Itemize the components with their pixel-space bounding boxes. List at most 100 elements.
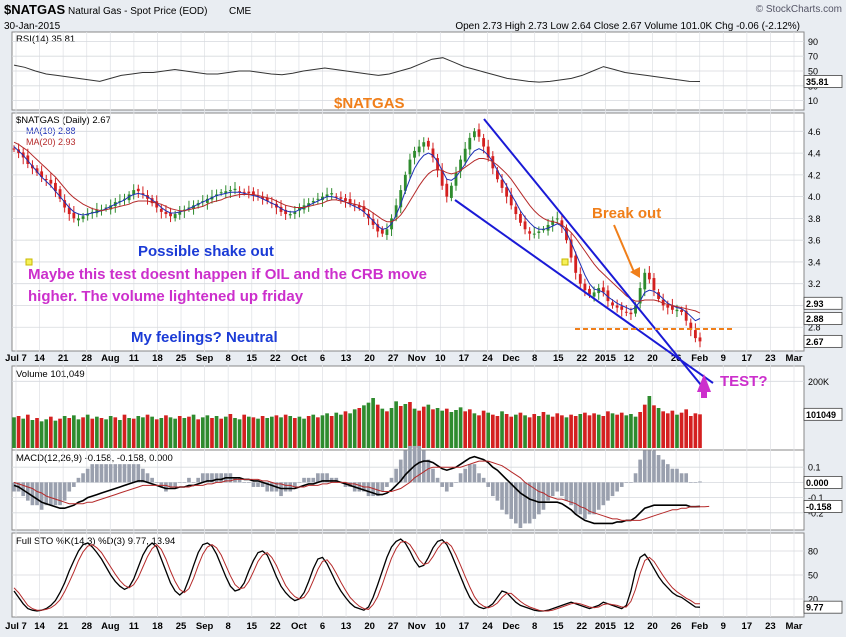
volume-bar [463,411,468,448]
volume-bar [339,414,343,448]
volume-bar [293,418,297,448]
price-bar [385,229,389,235]
macd-histogram-bar [679,473,684,483]
x-tick-label: Mar [786,353,803,364]
price-bar [100,209,103,211]
x-tick-label: 2015 [595,353,617,364]
price-bar [247,191,251,194]
volume-bar [251,417,256,448]
volume-bar [606,411,610,448]
macd-histogram-bar [200,473,205,483]
x-tick-label: Mar [786,621,803,632]
rsi-line [13,57,701,83]
macd-histogram-bar [454,482,458,483]
macd-histogram-bar [495,482,500,501]
price-bar [362,206,366,212]
macd-histogram-bar [477,473,481,483]
rsi-tick: 70 [808,52,818,62]
price-bar [298,207,301,211]
volume-bar [150,416,154,448]
x-tick-label: Dec [502,621,519,632]
macd-histogram-bar [265,482,270,492]
macd-histogram-bar [500,482,504,510]
price-bar [560,220,564,228]
price-bar [35,168,39,173]
macd-histogram-bar [573,482,578,515]
x-tick-label: 26 [671,621,682,632]
volume-bar [421,406,426,448]
price-bar [353,204,357,206]
x-tick-label: 21 [58,353,69,364]
volume-bar [325,413,329,448]
volume-bar [99,418,104,448]
volume-bar [652,405,656,448]
x-tick-label: 12 [624,353,635,364]
price-bar [468,137,472,150]
volume-bar [200,417,205,448]
sto-current-box [803,600,843,614]
price-bar [233,188,237,191]
price-bar [325,194,329,197]
price-bar [657,292,660,299]
price-tick: 4.2 [808,170,821,180]
macd-histogram-bar [444,482,449,492]
macd-histogram-bar [320,473,325,483]
macd-histogram-bar [154,482,159,483]
price-bar [67,207,71,215]
macd-histogram-bar [698,481,702,483]
volume-bar [30,420,35,448]
volume-bar [509,416,514,448]
price-bar [224,191,228,194]
macd-histogram-bar [95,464,99,483]
volume-bar [408,402,412,448]
volume-bar [44,419,49,448]
macd-histogram-bar [127,464,131,483]
volume-bar [76,419,81,448]
price-tick: 2.8 [808,323,821,333]
macd-histogram-bar [569,482,573,506]
macd-histogram-bar [426,459,431,483]
volume-bar [260,416,265,448]
price-bar [394,205,398,218]
test-arrowhead [697,374,711,392]
macd-histogram-bar [642,450,647,483]
volume-bar [504,414,509,448]
price-bar [528,231,532,234]
macd-histogram-bar [583,482,587,519]
x-tick-label: 15 [246,621,257,632]
price-bar [615,305,619,308]
volume-bar [412,408,417,448]
volume-bar [159,418,164,448]
volume-bar [684,409,689,448]
volume-current: 101049 [806,410,836,420]
x-tick-label: 6 [320,353,325,364]
volume-bar [228,414,233,448]
sto-tick: 20 [808,595,818,605]
x-tick-label: Dec [502,353,519,364]
volume-bar [394,401,398,448]
x-tick-label: 20 [647,353,658,364]
price-bar [472,131,476,138]
macd-histogram-bar [647,450,652,483]
volume-current-box [803,407,843,421]
annotation-note-line2: higher. The volume lightened up friday [28,288,304,305]
price-tick: 4.0 [808,192,821,202]
volume-bar [164,415,168,448]
macd-current-box [803,500,843,513]
macd-histogram-bar [467,464,472,483]
x-tick-label: 12 [624,621,635,632]
volume-bar [592,413,596,448]
price-bar [431,148,435,158]
volume-bar [624,415,629,448]
volume-bar [569,414,573,448]
price-bar [449,185,453,198]
volume-bar [233,418,237,448]
macd-histogram-bar [302,477,306,483]
macd-histogram-bar [113,464,118,483]
x-tick-label: 27 [388,621,399,632]
macd-histogram-bar [357,482,362,492]
price-bar [261,196,265,199]
ma10-current: 2.88 [806,314,824,324]
volume-bar [196,419,200,448]
